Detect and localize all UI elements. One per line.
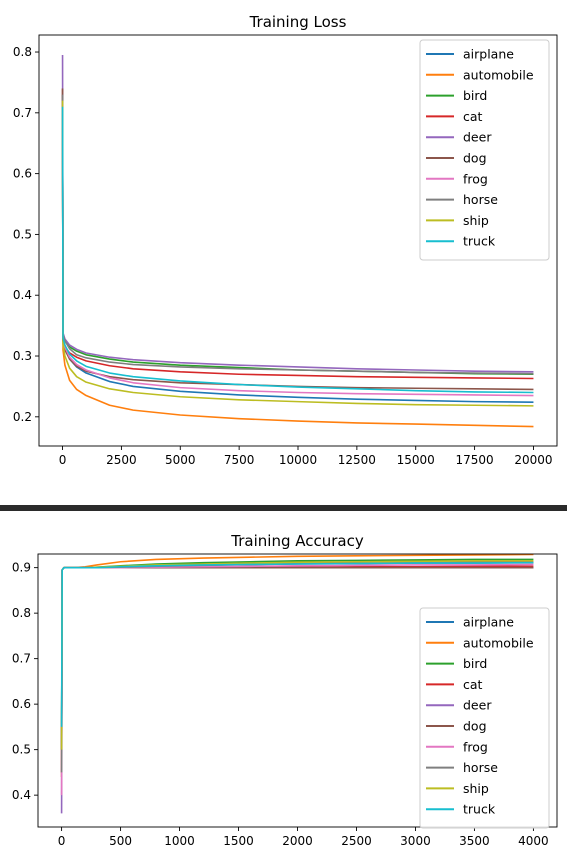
- loss-xtick-label: 7500: [224, 453, 255, 467]
- loss-title: Training Loss: [249, 13, 347, 31]
- loss-ytick-label: 0.8: [13, 45, 32, 59]
- training-loss-svg: Training Loss 0 2500 5000 7500 10000 12500 1500…: [13, 13, 558, 467]
- training-loss-chart: Training Loss 0 2500 5000 7500 10000 12500 1500…: [13, 13, 558, 467]
- accuracy-title: Training Accuracy: [230, 532, 364, 550]
- accuracy-xtick-label: 500: [109, 834, 132, 848]
- loss-legend-label-automobile: automobile: [463, 67, 534, 82]
- accuracy-legend-label-bird: bird: [463, 656, 487, 671]
- loss-line-dog: [61, 88, 534, 391]
- loss-line-frog: [61, 100, 534, 397]
- loss-legend-label-frog: frog: [463, 171, 488, 186]
- loss-line-deer: [61, 55, 534, 373]
- accuracy-legend-label-dog: dog: [463, 719, 487, 734]
- loss-ytick-label: 0.4: [13, 288, 32, 302]
- accuracy-xtick-label: 3000: [400, 834, 431, 848]
- accuracy-ytick-label: 0.6: [12, 697, 31, 711]
- loss-legend-label-cat: cat: [463, 109, 483, 124]
- loss-legend-label-airplane: airplane: [463, 47, 514, 62]
- loss-xtick-label: 10000: [279, 453, 317, 467]
- accuracy-xtick-label: 0: [58, 834, 66, 848]
- accuracy-xtick-label: 2000: [282, 834, 313, 848]
- accuracy-xtick-label: 2500: [341, 834, 372, 848]
- accuracy-legend-label-automobile: automobile: [463, 635, 534, 650]
- accuracy-lines: [60, 554, 534, 814]
- loss-xtick-label: 20000: [514, 453, 552, 467]
- accuracy-legend-label-horse: horse: [463, 760, 498, 775]
- accuracy-legend-label-deer: deer: [463, 698, 492, 713]
- loss-legend-label-deer: deer: [463, 130, 492, 145]
- accuracy-legend: airplane automobile bird cat deer dog frog hors…: [419, 607, 550, 829]
- accuracy-ytick-label: 0.4: [12, 788, 31, 802]
- accuracy-xtick-label: 3500: [459, 834, 490, 848]
- accuracy-legend-label-frog: frog: [463, 739, 488, 754]
- loss-legend-label-truck: truck: [463, 234, 496, 249]
- loss-xtick-label: 2500: [106, 453, 137, 467]
- accuracy-xtick-label: 4000: [518, 834, 549, 848]
- panel-divider: [0, 505, 567, 511]
- loss-legend-label-horse: horse: [463, 192, 498, 207]
- loss-xtick-label: 12500: [338, 453, 376, 467]
- loss-line-automobile: [61, 88, 534, 428]
- loss-line-ship: [61, 100, 534, 407]
- training-accuracy-svg: Training Accuracy 0 500 1000 1500 2000 2500 300…: [12, 532, 558, 848]
- accuracy-ytick-label: 0.8: [12, 606, 31, 620]
- accuracy-legend-label-cat: cat: [463, 677, 483, 692]
- loss-xtick-label: 5000: [165, 453, 196, 467]
- loss-line-horse: [61, 94, 534, 375]
- loss-legend-label-ship: ship: [463, 213, 489, 228]
- loss-ytick-label: 0.6: [13, 167, 32, 181]
- loss-ytick-label: 0.3: [13, 349, 32, 363]
- loss-legend-label-dog: dog: [463, 151, 487, 166]
- loss-xtick-label: 0: [59, 453, 67, 467]
- accuracy-legend-label-ship: ship: [463, 781, 489, 796]
- accuracy-ytick-label: 0.9: [12, 561, 31, 575]
- loss-xtick-label: 17500: [455, 453, 493, 467]
- loss-ytick-label: 0.7: [13, 106, 32, 120]
- loss-xtick-label: 15000: [397, 453, 435, 467]
- loss-ytick-label: 0.5: [13, 227, 32, 241]
- accuracy-line-truck: [60, 561, 534, 727]
- accuracy-legend-label-airplane: airplane: [463, 615, 514, 630]
- accuracy-xtick-label: 1500: [223, 834, 254, 848]
- accuracy-legend-label-truck: truck: [463, 802, 496, 817]
- accuracy-ytick-label: 0.5: [12, 743, 31, 757]
- loss-line-truck: [61, 106, 534, 394]
- accuracy-ytick-label: 0.7: [12, 652, 31, 666]
- loss-lines: [61, 55, 534, 428]
- loss-legend: airplane automobile bird cat deer dog frog hors…: [419, 39, 550, 261]
- training-accuracy-chart: Training Accuracy 0 500 1000 1500 2000 2500 300…: [0, 511, 567, 864]
- loss-ytick-label: 0.2: [13, 410, 32, 424]
- accuracy-xtick-label: 1000: [164, 834, 195, 848]
- loss-legend-label-bird: bird: [463, 88, 487, 103]
